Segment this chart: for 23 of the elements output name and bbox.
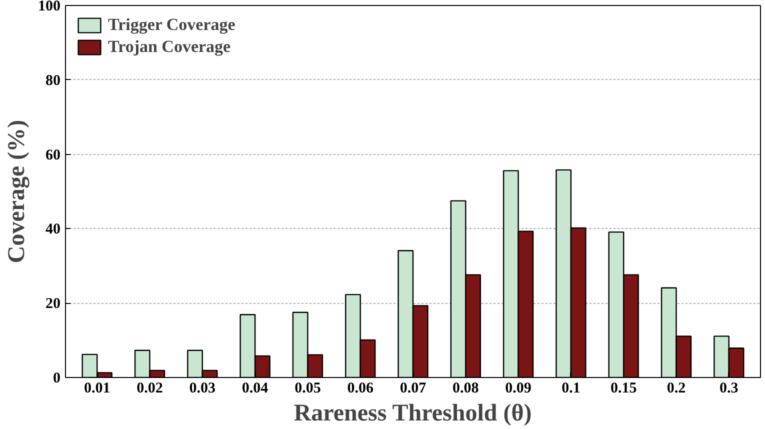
y-axis-title: Coverage (%): [4, 120, 30, 264]
y-tick-label: 0: [53, 370, 60, 386]
x-tick-label: 0.1: [562, 380, 580, 396]
x-tick-label: 0.07: [400, 380, 427, 396]
y-tick-label: 40: [46, 222, 60, 238]
legend-label: Trigger Coverage: [108, 15, 236, 35]
x-axis-title: Rareness Threshold (θ): [294, 400, 532, 426]
y-tick-label: 80: [46, 72, 60, 89]
x-tick-label: 0.08: [452, 380, 479, 396]
x-tick-label: 0.15: [610, 380, 637, 396]
y-tick-label: 60: [46, 147, 60, 164]
y-tick-label: 20: [46, 296, 60, 312]
x-tick-label: 0.2: [666, 380, 686, 396]
x-tick-label: 0.09: [505, 380, 532, 396]
x-tick-label: 0.02: [136, 380, 163, 396]
x-tick-label: 0.06: [347, 380, 374, 396]
x-tick-label: 0.3: [720, 380, 738, 396]
x-tick-label: 0.04: [242, 380, 269, 396]
legend-label: Trojan Coverage: [108, 37, 231, 57]
x-tick-label: 0.01: [84, 380, 110, 396]
y-tick-label: 100: [38, 0, 60, 14]
x-tick-label: 0.03: [189, 380, 216, 396]
x-tick-label: 0.05: [294, 380, 321, 396]
